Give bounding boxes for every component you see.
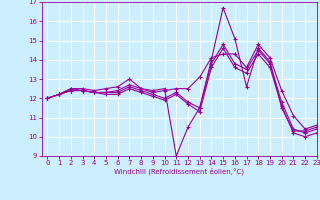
X-axis label: Windchill (Refroidissement éolien,°C): Windchill (Refroidissement éolien,°C): [114, 168, 244, 175]
